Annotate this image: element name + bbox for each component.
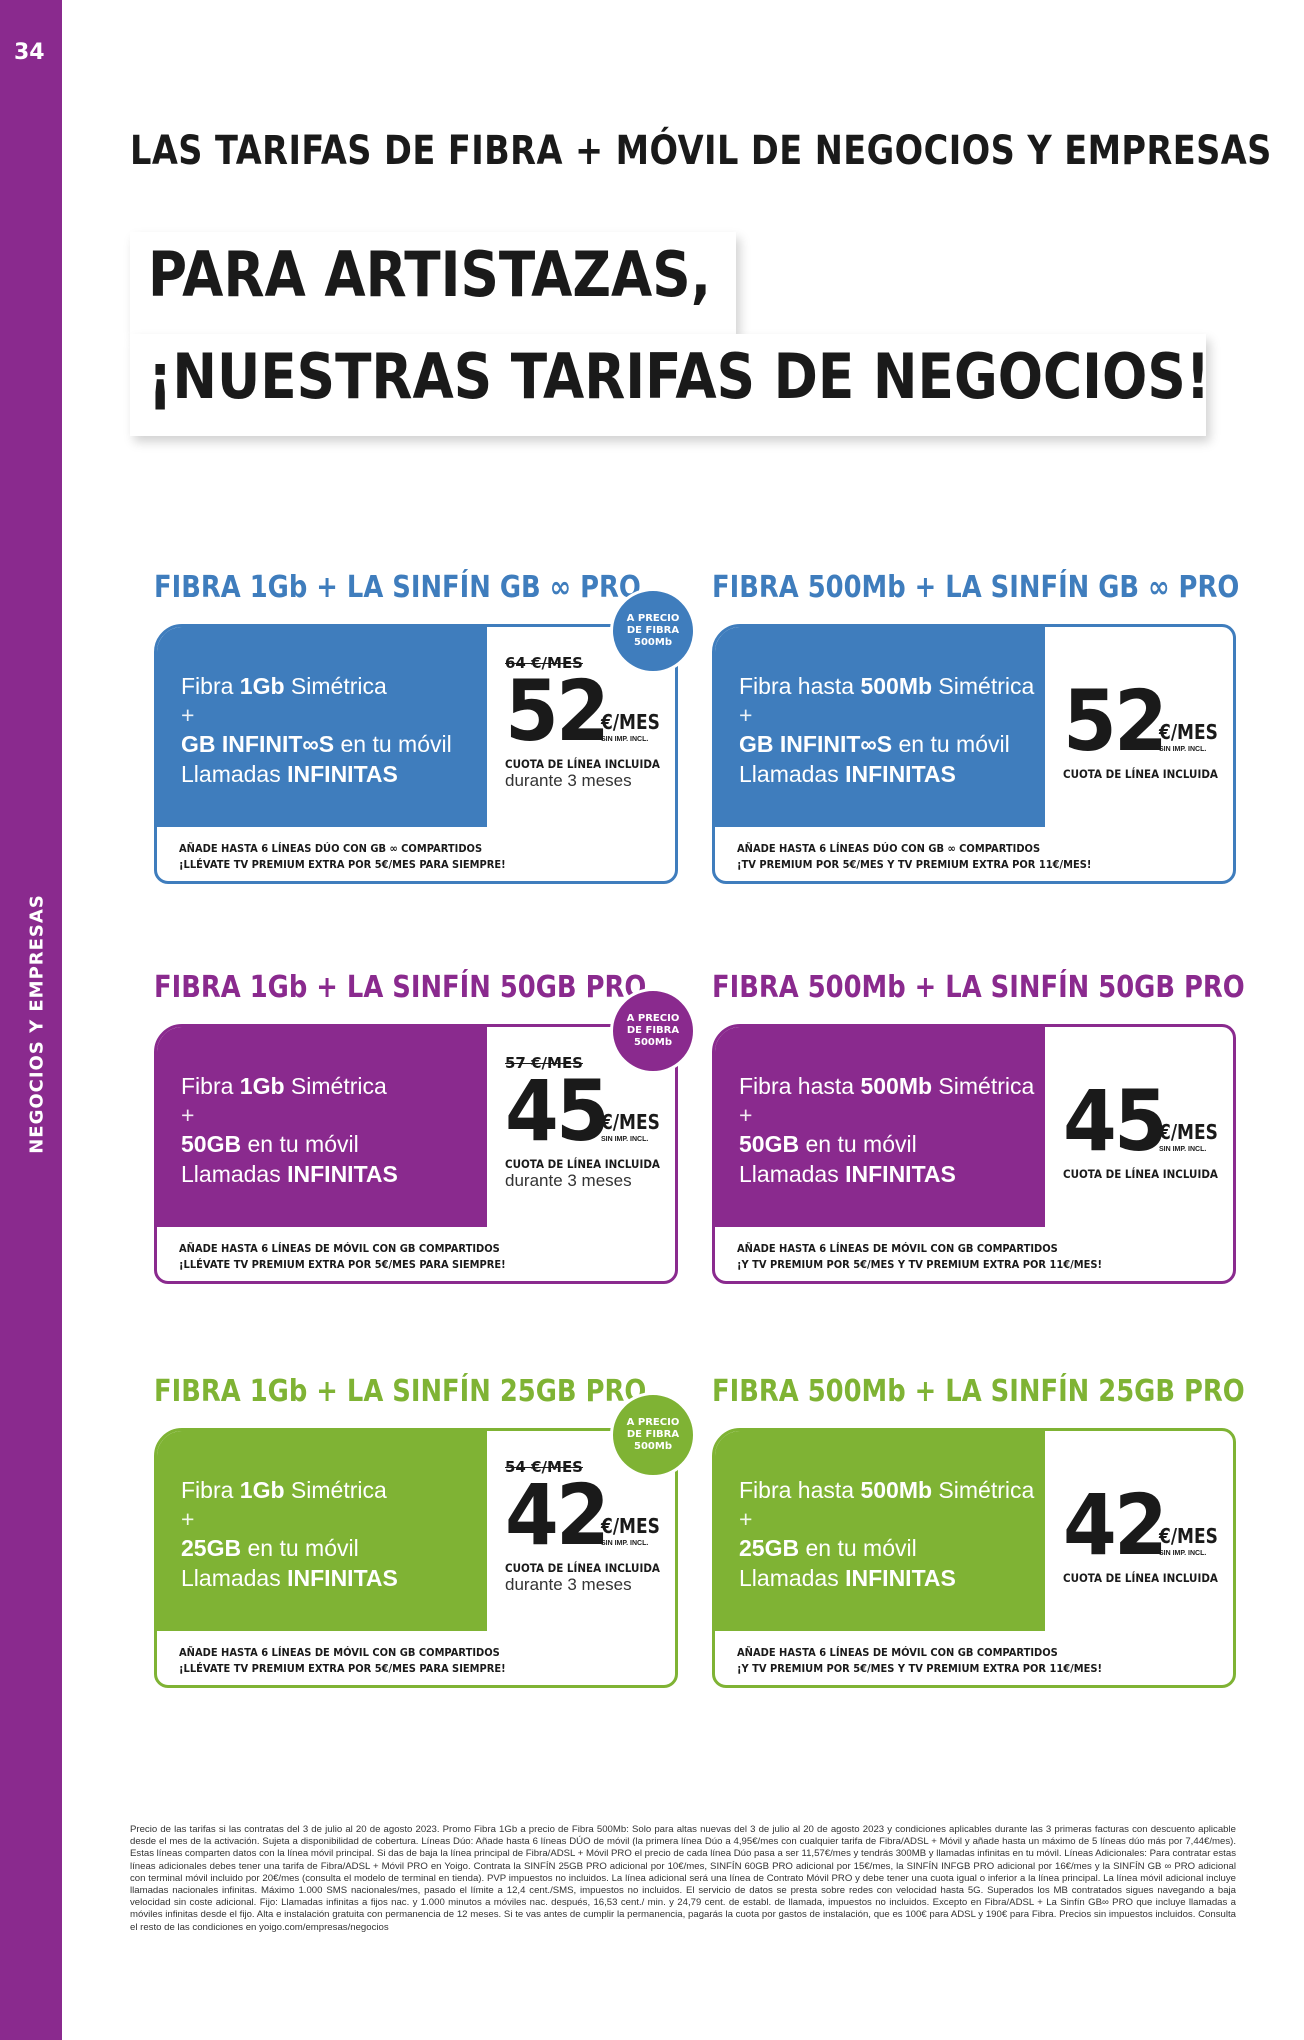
promo-badge: A PRECIO DE FIBRA 500Mb <box>610 988 696 1074</box>
price-value: 42 <box>1063 1476 1168 1574</box>
card-box: Fibra 1Gb Simétrica + GB INFINIT∞S en tu… <box>154 624 678 884</box>
plus-sign: + <box>739 1506 753 1532</box>
card-features: Fibra hasta 500Mb Simétrica + 25GB en tu… <box>715 1431 1045 1631</box>
price-unit: €/MES <box>601 1514 660 1538</box>
promo-badge: A PRECIO DE FIBRA 500Mb <box>610 588 696 674</box>
plus-sign: + <box>181 702 195 728</box>
plus-sign: + <box>181 1102 195 1128</box>
tax-note: SIN IMP. INCL. <box>1159 746 1207 753</box>
price-value: 52 <box>1063 672 1168 770</box>
card-price: 54 €/MES 42 €/MES SIN IMP. INCL. CUOTA DE… <box>487 1431 675 1631</box>
side-section-label: NEGOCIOS Y EMPRESAS <box>26 894 48 1154</box>
card-box: Fibra 1Gb Simétrica + 50GB en tu móvil L… <box>154 1024 678 1284</box>
old-price: 64 €/MES <box>505 654 583 672</box>
price-value: 42 <box>505 1466 610 1564</box>
price-value: 52 <box>505 662 610 760</box>
card-footer: AÑADE HASTA 6 LÍNEAS DÚO CON GB ∞ COMPAR… <box>737 842 1092 871</box>
duration-note: durante 3 meses <box>505 771 632 790</box>
card-title: FIBRA 500Mb + LA SINFÍN 25GB PRO <box>712 1374 1245 1409</box>
card-footer: AÑADE HASTA 6 LÍNEAS DE MÓVIL CON GB COM… <box>737 1242 1102 1271</box>
price-unit: €/MES <box>601 710 660 734</box>
tariff-card-fibra-500mb-sinfin-50gb[interactable]: FIBRA 500Mb + LA SINFÍN 50GB PRO Fibra h… <box>712 968 1245 1284</box>
card-features: Fibra 1Gb Simétrica + 25GB en tu móvil L… <box>157 1431 487 1631</box>
card-title: FIBRA 1Gb + LA SINFÍN GB ∞ PRO <box>154 570 641 605</box>
line-fee-note: CUOTA DE LÍNEA INCLUIDA <box>1063 1571 1218 1585</box>
duration-note: durante 3 meses <box>505 1171 632 1190</box>
line-fee-note: CUOTA DE LÍNEA INCLUIDA <box>1063 767 1218 781</box>
card-features: Fibra 1Gb Simétrica + GB INFINIT∞S en tu… <box>157 627 487 827</box>
card-title: FIBRA 500Mb + LA SINFÍN 50GB PRO <box>712 970 1245 1005</box>
card-box: Fibra hasta 500Mb Simétrica + GB INFINIT… <box>712 624 1236 884</box>
plus-sign: + <box>739 1102 753 1128</box>
tariff-card-fibra-500mb-sinfin-gb-infinito[interactable]: FIBRA 500Mb + LA SINFÍN GB ∞ PRO Fibra h… <box>712 568 1240 884</box>
price-unit: €/MES <box>1159 720 1218 744</box>
card-box: Fibra 1Gb Simétrica + 25GB en tu móvil L… <box>154 1428 678 1688</box>
old-price: 57 €/MES <box>505 1054 583 1072</box>
card-box: Fibra hasta 500Mb Simétrica + 50GB en tu… <box>712 1024 1236 1284</box>
card-footer: AÑADE HASTA 6 LÍNEAS DE MÓVIL CON GB COM… <box>179 1242 506 1271</box>
card-features: Fibra hasta 500Mb Simétrica + GB INFINIT… <box>715 627 1045 827</box>
price-unit: €/MES <box>601 1110 660 1134</box>
card-title: FIBRA 500Mb + LA SINFÍN GB ∞ PRO <box>712 570 1240 605</box>
line-fee-note: CUOTA DE LÍNEA INCLUIDA <box>505 1157 660 1171</box>
card-features: Fibra 1Gb Simétrica + 50GB en tu móvil L… <box>157 1027 487 1227</box>
card-title: FIBRA 1Gb + LA SINFÍN 50GB PRO <box>154 970 647 1005</box>
tariff-card-fibra-1gb-sinfin-50gb[interactable]: FIBRA 1Gb + LA SINFÍN 50GB PRO Fibra 1Gb… <box>154 968 696 1284</box>
page-number: 34 <box>14 40 45 65</box>
tariff-card-fibra-1gb-sinfin-25gb[interactable]: FIBRA 1Gb + LA SINFÍN 25GB PRO Fibra 1Gb… <box>154 1372 696 1688</box>
card-price: 57 €/MES 45 €/MES SIN IMP. INCL. CUOTA DE… <box>487 1027 675 1227</box>
old-price: 54 €/MES <box>505 1458 583 1476</box>
tax-note: SIN IMP. INCL. <box>1159 1550 1207 1557</box>
card-price: 42 €/MES SIN IMP. INCL. CUOTA DE LÍNEA IN… <box>1045 1431 1233 1631</box>
tax-note: SIN IMP. INCL. <box>601 1136 649 1143</box>
card-price: 64 €/MES 52 €/MES SIN IMP. INCL. CUOTA DE… <box>487 627 675 827</box>
card-features: Fibra hasta 500Mb Simétrica + 50GB en tu… <box>715 1027 1045 1227</box>
card-price: 45 €/MES SIN IMP. INCL. CUOTA DE LÍNEA IN… <box>1045 1027 1233 1227</box>
duration-note: durante 3 meses <box>505 1575 632 1594</box>
card-footer: AÑADE HASTA 6 LÍNEAS DÚO CON GB ∞ COMPAR… <box>179 842 506 871</box>
price-unit: €/MES <box>1159 1120 1218 1144</box>
tariff-card-fibra-1gb-sinfin-gb-infinito[interactable]: FIBRA 1Gb + LA SINFÍN GB ∞ PRO Fibra 1Gb… <box>154 568 696 884</box>
card-footer: AÑADE HASTA 6 LÍNEAS DE MÓVIL CON GB COM… <box>737 1646 1102 1675</box>
price-value: 45 <box>1063 1072 1168 1170</box>
tax-note: SIN IMP. INCL. <box>601 736 649 743</box>
line-fee-note: CUOTA DE LÍNEA INCLUIDA <box>505 757 660 771</box>
card-box: Fibra hasta 500Mb Simétrica + 25GB en tu… <box>712 1428 1236 1688</box>
section-title: LAS TARIFAS DE FIBRA + MÓVIL DE NEGOCIOS… <box>130 128 1272 174</box>
legal-fine-print: Precio de las tarifas si las contratas d… <box>130 1824 1236 1933</box>
card-title: FIBRA 1Gb + LA SINFÍN 25GB PRO <box>154 1374 647 1409</box>
promo-badge: A PRECIO DE FIBRA 500Mb <box>610 1392 696 1478</box>
card-price: 52 €/MES SIN IMP. INCL. CUOTA DE LÍNEA IN… <box>1045 627 1233 827</box>
line-fee-note: CUOTA DE LÍNEA INCLUIDA <box>505 1561 660 1575</box>
tax-note: SIN IMP. INCL. <box>1159 1146 1207 1153</box>
headline-line-2: ¡NUESTRAS TARIFAS DE NEGOCIOS! <box>130 334 1210 436</box>
plus-sign: + <box>181 1506 195 1532</box>
tariff-card-fibra-500mb-sinfin-25gb[interactable]: FIBRA 500Mb + LA SINFÍN 25GB PRO Fibra h… <box>712 1372 1245 1688</box>
sidebar: 34 NEGOCIOS Y EMPRESAS <box>0 0 62 2040</box>
tax-note: SIN IMP. INCL. <box>601 1540 649 1547</box>
line-fee-note: CUOTA DE LÍNEA INCLUIDA <box>1063 1167 1218 1181</box>
card-footer: AÑADE HASTA 6 LÍNEAS DE MÓVIL CON GB COM… <box>179 1646 506 1675</box>
headline-line-1: PARA ARTISTAZAS, <box>130 232 736 334</box>
plus-sign: + <box>739 702 753 728</box>
price-unit: €/MES <box>1159 1524 1218 1548</box>
price-value: 45 <box>505 1062 610 1160</box>
